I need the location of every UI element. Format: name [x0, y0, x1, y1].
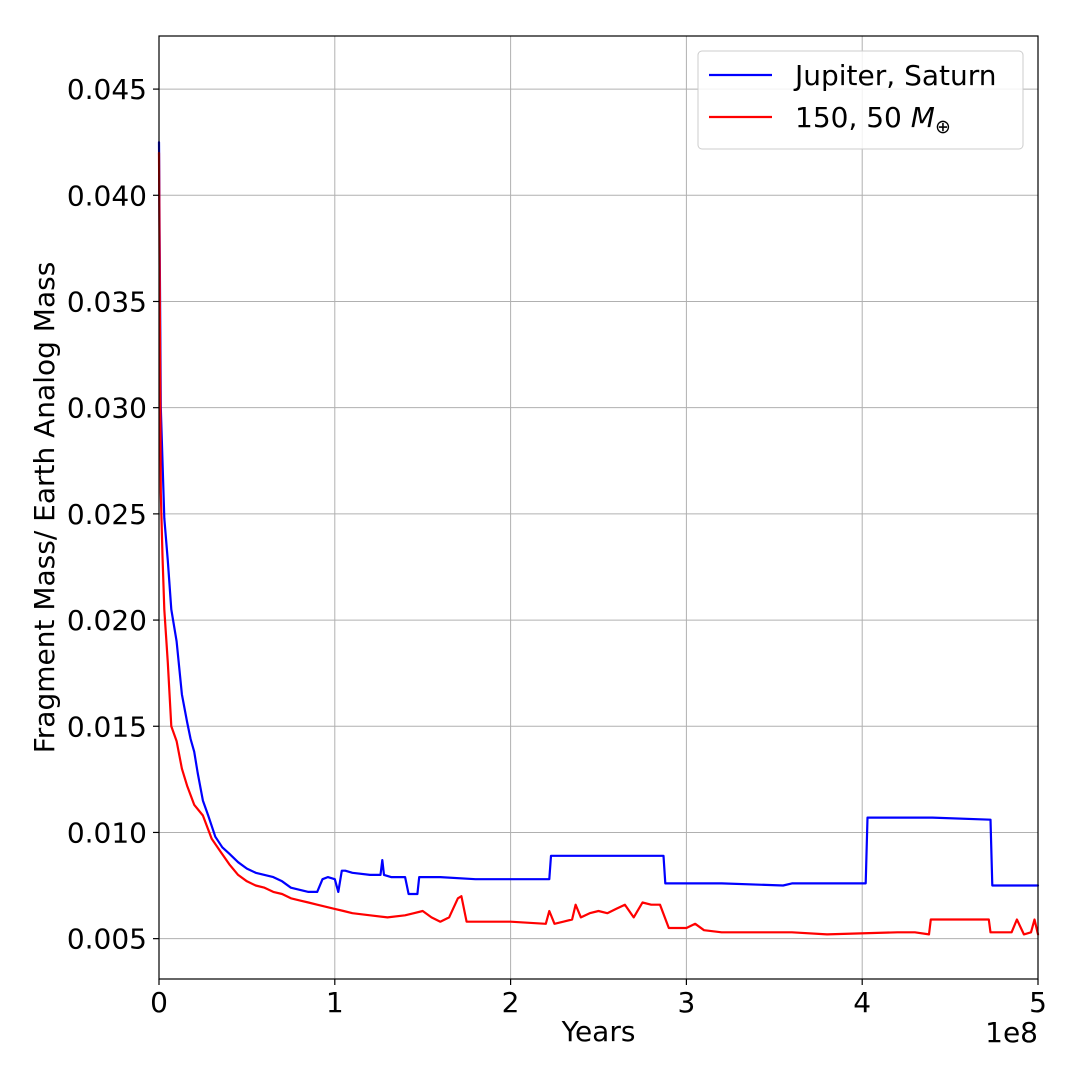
- y-tick-label: 0.035: [67, 285, 147, 318]
- legend-label-150-50-mearth: 150, 50 M⊕: [795, 101, 951, 138]
- y-tick-label: 0.015: [67, 710, 147, 743]
- x-axis-label: Years: [561, 1015, 636, 1048]
- y-tick-label: 0.010: [67, 816, 147, 849]
- y-tick-label: 0.020: [67, 604, 147, 637]
- x-tick-label: 1: [326, 986, 344, 1019]
- y-tick-label: 0.045: [67, 73, 147, 106]
- legend-box: [697, 50, 1024, 150]
- y-tick-label: 0.030: [67, 392, 147, 425]
- x-tick-label: 5: [1029, 986, 1047, 1019]
- legend-label-jupiter-saturn: Jupiter, Saturn: [793, 59, 997, 92]
- y-tick-label: 0.005: [67, 923, 147, 956]
- legend: Jupiter, Saturn 150, 50 M⊕: [697, 50, 1024, 150]
- legend-label-subscript: ⊕: [935, 116, 951, 138]
- grid: [158, 36, 1039, 979]
- axis-ticks: 0 1 2 3 4 5 0.005 0.010 0.015 0.020 0.025 0.030 0.03…: [67, 73, 1047, 1019]
- series-lines: [157, 141, 1040, 936]
- series-line-1: [157, 151, 1040, 936]
- legend-label-text: 150, 50: [795, 101, 911, 134]
- y-tick-label: 0.040: [67, 179, 147, 212]
- x-tick-label: 3: [677, 986, 695, 1019]
- x-tick-label: 2: [502, 986, 520, 1019]
- legend-label-symbol: M: [911, 101, 935, 134]
- x-axis-offset-label: 1e8: [985, 1016, 1038, 1049]
- y-tick-label: 0.025: [67, 498, 147, 531]
- series-line-0: [157, 141, 1040, 896]
- x-tick-label: 0: [150, 986, 168, 1019]
- plot-frame: [158, 35, 1039, 980]
- y-axis-label: Fragment Mass/ Earth Analog Mass: [28, 262, 61, 754]
- x-tick-label: 4: [853, 986, 871, 1019]
